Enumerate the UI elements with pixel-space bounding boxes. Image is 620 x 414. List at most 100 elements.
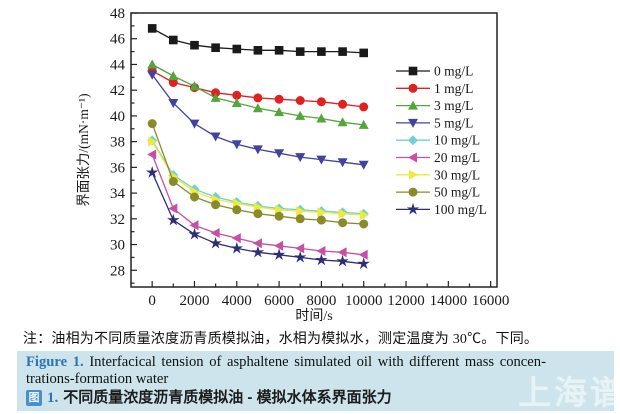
data-point-marker bbox=[232, 90, 242, 100]
x-tick-label: 12000 bbox=[387, 293, 425, 309]
legend-marker-icon bbox=[406, 202, 420, 215]
y-tick-label: 38 bbox=[110, 135, 125, 151]
legend-marker-icon bbox=[408, 187, 418, 197]
data-point-marker bbox=[274, 107, 285, 117]
data-point-marker bbox=[231, 140, 242, 150]
data-point-marker bbox=[295, 214, 305, 224]
data-point-marker bbox=[147, 149, 157, 160]
legend-label: 10 mg/L bbox=[434, 133, 480, 148]
data-point-marker bbox=[295, 47, 305, 56]
data-point-marker bbox=[316, 113, 327, 123]
data-point-marker bbox=[338, 208, 348, 219]
x-tick-label: 8000 bbox=[306, 293, 336, 309]
legend-label: 20 mg/L bbox=[434, 150, 480, 165]
legend-item: 50 mg/L bbox=[396, 185, 480, 200]
data-point-marker bbox=[295, 153, 306, 163]
data-point-marker bbox=[211, 200, 221, 210]
data-point-marker bbox=[251, 245, 265, 258]
data-point-marker bbox=[337, 117, 348, 127]
y-tick-label: 48 bbox=[110, 6, 125, 22]
data-point-marker bbox=[252, 238, 262, 249]
y-tick-label: 28 bbox=[110, 263, 125, 279]
data-point-marker bbox=[189, 220, 199, 231]
data-point-marker bbox=[253, 46, 263, 55]
legend-marker-icon bbox=[408, 83, 418, 93]
data-point-marker bbox=[337, 247, 347, 258]
figure-note: 注：油相为不同质量浓度沥青质模拟油，水相为模拟水，测定温度为 30℃。下同。 bbox=[23, 332, 539, 347]
data-point-marker bbox=[168, 177, 178, 186]
x-tick-label: 4000 bbox=[222, 293, 252, 309]
series-50-mg-L bbox=[147, 119, 369, 229]
data-point-marker bbox=[190, 192, 199, 202]
data-point-marker bbox=[189, 119, 200, 129]
figure-icon: 图 bbox=[26, 390, 42, 406]
data-point-marker bbox=[357, 257, 370, 270]
data-point-marker bbox=[317, 207, 327, 218]
y-tick-label: 40 bbox=[110, 109, 125, 125]
data-point-marker bbox=[146, 166, 159, 178]
x-tick-label: 10000 bbox=[345, 293, 383, 309]
legend-item: 10 mg/L bbox=[396, 133, 480, 148]
legend-label: 5 mg/L bbox=[434, 115, 473, 130]
data-point-marker bbox=[295, 110, 306, 120]
legend-label: 50 mg/L bbox=[434, 185, 480, 200]
data-point-marker bbox=[359, 102, 369, 112]
data-point-marker bbox=[190, 40, 199, 50]
caption-cn-line: 图 1. 不同质量浓度沥青质模拟油 - 模拟水体系界面张力 bbox=[26, 389, 605, 407]
series-3-mg-L bbox=[147, 59, 369, 129]
legend-item: 5 mg/L bbox=[396, 115, 473, 130]
legend-marker-icon bbox=[408, 118, 418, 128]
caption-en-line1: Figure 1. Interfacical tension of asphal… bbox=[26, 354, 605, 371]
data-point-marker bbox=[147, 119, 157, 129]
data-point-marker bbox=[296, 206, 306, 217]
data-point-marker bbox=[295, 243, 305, 254]
data-point-marker bbox=[230, 241, 243, 254]
data-point-marker bbox=[168, 71, 179, 80]
data-point-marker bbox=[252, 103, 263, 113]
data-point-marker bbox=[211, 43, 220, 52]
data-point-marker bbox=[189, 81, 200, 91]
data-point-marker bbox=[253, 209, 263, 219]
data-point-marker bbox=[210, 132, 221, 142]
caption-en-line2: trations-formation water bbox=[26, 370, 169, 387]
y-tick-label: 30 bbox=[110, 238, 125, 254]
x-tick-label: 2000 bbox=[179, 293, 209, 309]
y-tick-label: 44 bbox=[110, 57, 126, 73]
x-tick-label: 6000 bbox=[264, 293, 294, 309]
data-point-marker bbox=[147, 70, 158, 80]
x-tick-label: 16000 bbox=[472, 293, 510, 309]
data-point-marker bbox=[167, 213, 180, 226]
plot-frame bbox=[130, 12, 498, 288]
legend-item: 1 mg/L bbox=[396, 81, 473, 96]
data-point-marker bbox=[147, 59, 158, 69]
legend-label: 100 mg/L bbox=[434, 202, 487, 217]
data-point-marker bbox=[359, 48, 368, 58]
data-point-marker bbox=[295, 96, 305, 105]
data-point-marker bbox=[274, 94, 284, 104]
data-point-marker bbox=[209, 236, 222, 249]
data-point-marker bbox=[317, 47, 326, 56]
caption-text-cn: 不同质量浓度沥青质模拟油 - 模拟水体系界面张力 bbox=[63, 389, 392, 406]
legend: 0 mg/L 1 mg/L 3 mg/L 5 mg/L 10 mg/L 20 mg/L 30… bbox=[396, 64, 487, 217]
legend-marker-icon bbox=[408, 100, 418, 110]
data-point-marker bbox=[188, 227, 201, 240]
y-tick-label: 42 bbox=[110, 83, 125, 99]
axis-ticks bbox=[131, 12, 492, 287]
data-point-marker bbox=[338, 47, 347, 56]
data-point-marker bbox=[294, 250, 307, 263]
data-point-marker bbox=[338, 99, 348, 109]
x-tick-label: 0 bbox=[148, 293, 156, 309]
data-point-marker bbox=[274, 240, 284, 251]
data-point-marker bbox=[272, 248, 286, 261]
legend-marker-icon bbox=[408, 152, 417, 163]
data-point-marker bbox=[358, 119, 369, 129]
data-point-marker bbox=[168, 99, 179, 108]
data-point-marker bbox=[210, 92, 221, 102]
data-point-marker bbox=[253, 93, 263, 103]
data-point-marker bbox=[274, 211, 284, 221]
figure-number-cn: 1. bbox=[47, 390, 59, 406]
legend-item: 0 mg/L bbox=[396, 64, 473, 79]
legend-item: 100 mg/L bbox=[396, 202, 487, 217]
y-axis-title: 界面张力/(mN·m⁻¹) bbox=[76, 93, 91, 206]
